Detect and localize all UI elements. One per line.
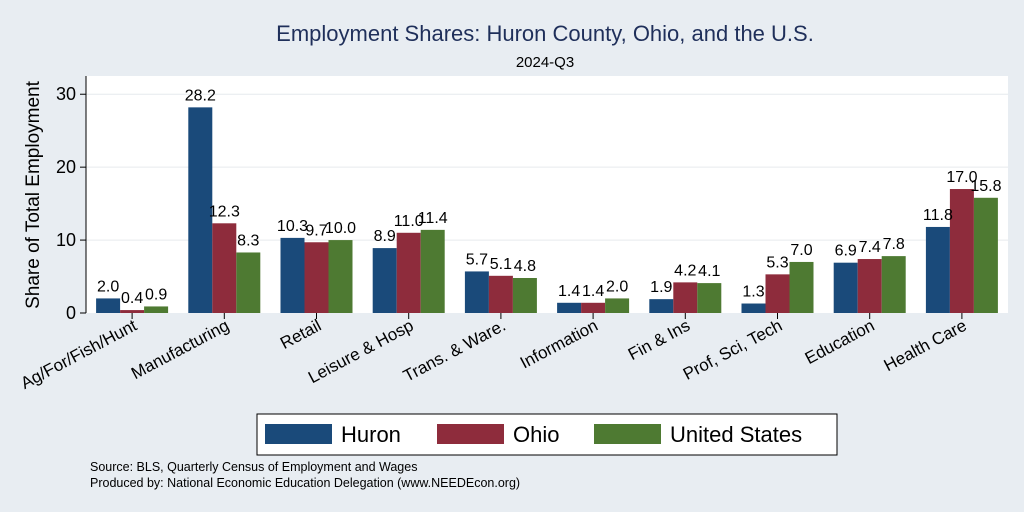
data-label: 1.3 <box>742 284 764 301</box>
bars <box>96 107 998 313</box>
bar <box>144 306 169 313</box>
data-label: 28.2 <box>185 87 216 104</box>
bar <box>605 298 630 313</box>
gridlines <box>86 93 1008 241</box>
legend-swatch <box>594 424 661 444</box>
x-tick-label: Ag/For/Fish/Hunt <box>18 316 141 393</box>
bar <box>236 252 261 313</box>
data-label: 1.4 <box>558 283 580 300</box>
x-tick-label: Fin & Ins <box>625 316 693 364</box>
bar <box>833 262 858 313</box>
data-label: 10.0 <box>325 220 356 237</box>
data-label: 5.1 <box>490 256 512 273</box>
bar <box>512 277 537 313</box>
source-line-2: Produced by: National Economic Education… <box>90 476 520 490</box>
bar <box>881 256 906 313</box>
bar <box>649 299 674 313</box>
source-line-1: Source: BLS, Quarterly Census of Employm… <box>90 460 417 474</box>
bar <box>973 197 998 313</box>
x-tick-label: Manufacturing <box>128 316 232 383</box>
data-label: 7.0 <box>790 242 812 259</box>
bar <box>925 226 950 313</box>
data-label: 8.9 <box>374 228 396 245</box>
data-label: 15.8 <box>970 178 1001 195</box>
y-axis-ticks: 0 10 20 30 <box>56 84 86 323</box>
bar <box>765 274 790 313</box>
bar <box>464 271 489 313</box>
data-label: 11.4 <box>418 210 448 227</box>
legend: Huron Ohio United States <box>256 413 838 456</box>
data-label: 2.0 <box>606 278 628 295</box>
data-label: 11.0 <box>394 213 424 230</box>
x-tick-label: Health Care <box>881 316 970 375</box>
legend-swatch <box>437 424 504 444</box>
x-tick-label: Information <box>517 316 601 373</box>
bar <box>304 242 329 313</box>
data-label: 7.8 <box>883 236 905 253</box>
chart-subtitle: 2024-Q3 <box>516 54 574 71</box>
bar <box>188 107 213 313</box>
bar <box>697 283 722 313</box>
bar <box>789 261 814 313</box>
y-tick-label: 10 <box>56 230 76 250</box>
bar <box>212 223 237 313</box>
y-tick-label: 0 <box>66 303 76 323</box>
bar <box>396 232 421 313</box>
data-label: 7.4 <box>859 239 881 256</box>
bar <box>96 298 121 313</box>
data-label: 1.4 <box>582 283 604 300</box>
x-tick-label: Education <box>802 316 878 368</box>
data-label: 4.2 <box>674 262 696 279</box>
bar <box>557 302 582 313</box>
y-tick-label: 20 <box>56 157 76 177</box>
legend-label: Huron <box>341 422 401 447</box>
bar <box>673 282 698 313</box>
data-label: 9.7 <box>305 222 327 239</box>
bar <box>120 310 145 313</box>
legend-swatch <box>265 424 332 444</box>
data-label: 6.9 <box>835 243 857 260</box>
bar <box>949 189 974 313</box>
data-label: 1.9 <box>650 279 672 296</box>
y-tick-label: 30 <box>56 84 76 104</box>
data-label: 17.0 <box>946 169 977 186</box>
data-label: 8.3 <box>237 232 259 249</box>
bar <box>328 240 353 313</box>
data-label: 11.8 <box>923 207 953 224</box>
data-label: 0.9 <box>145 286 167 303</box>
data-label: 4.1 <box>698 263 720 280</box>
legend-label: Ohio <box>513 422 559 447</box>
data-label: 2.0 <box>97 278 119 295</box>
data-label: 4.8 <box>514 258 536 275</box>
x-tick-label: Trans. & Ware. <box>400 316 509 386</box>
bar <box>488 275 513 313</box>
bar <box>581 302 606 313</box>
y-axis-label: Share of Total Employment <box>23 80 44 308</box>
data-labels: 2.00.4 0.928.212.38.310.39.710.0 8.911.011… <box>97 87 1002 307</box>
bar <box>741 303 766 313</box>
x-tick-label: Prof, Sci, Tech <box>680 316 785 384</box>
x-tick-label: Retail <box>277 316 324 353</box>
bar <box>857 259 882 313</box>
data-label: 0.4 <box>121 290 143 307</box>
legend-label: United States <box>670 422 802 447</box>
data-label: 5.3 <box>766 254 788 271</box>
bar <box>280 237 305 313</box>
data-label: 5.7 <box>466 251 488 268</box>
chart-title: Employment Shares: Huron County, Ohio, a… <box>276 21 814 46</box>
legend-box <box>256 413 838 456</box>
data-label: 10.3 <box>277 218 308 235</box>
data-label: 12.3 <box>209 203 240 220</box>
x-tick-label: Leisure & Hosp <box>305 316 417 387</box>
bar <box>372 248 397 313</box>
bar <box>420 229 445 313</box>
